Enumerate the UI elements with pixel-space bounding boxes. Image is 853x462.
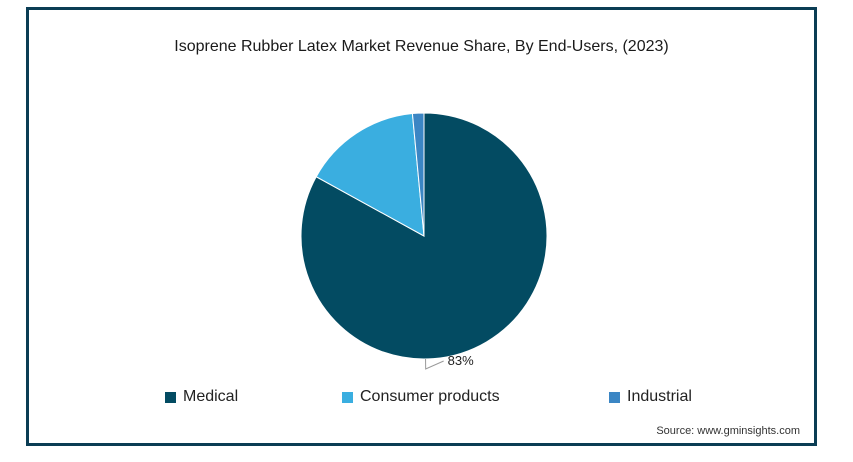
pie-slice-consumer-products [315, 113, 425, 237]
legend-label-industrial: Industrial [627, 388, 692, 405]
legend-swatch-medical [165, 391, 176, 403]
pie-chart: 83% [300, 112, 548, 370]
data-label-medical: 83% [448, 353, 474, 368]
source-note: Source: www.gminsights.com [656, 425, 800, 437]
legend-swatch-industrial [609, 391, 620, 403]
legend-item-medical: Medical [165, 388, 238, 406]
legend-label-consumer-products: Consumer products [360, 388, 500, 405]
chart-frame: Isoprene Rubber Latex Market Revenue Sha… [26, 7, 817, 446]
legend-swatch-consumer-products [342, 391, 353, 403]
legend-label-medical: Medical [183, 388, 239, 405]
chart-title: Isoprene Rubber Latex Market Revenue Sha… [174, 38, 669, 55]
data-label-leader-medical [425, 358, 444, 370]
legend-item-industrial: Industrial [609, 388, 692, 406]
legend: Medical Consumer products Industrial [29, 388, 820, 412]
legend-item-consumer-products: Consumer products [342, 388, 500, 406]
pie-slice-industrial [411, 112, 425, 237]
